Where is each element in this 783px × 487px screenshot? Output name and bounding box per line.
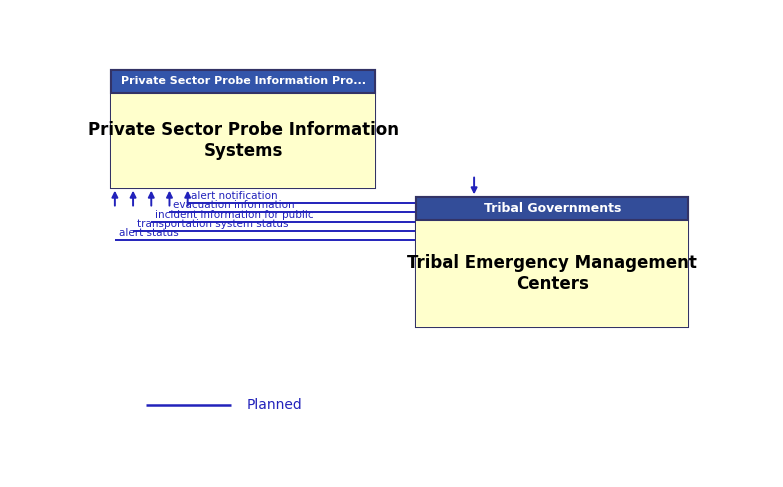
Bar: [111, 93, 375, 188]
Text: alert status: alert status: [118, 228, 179, 239]
Text: Tribal Governments: Tribal Governments: [484, 202, 621, 215]
Text: Private Sector Probe Information Pro...: Private Sector Probe Information Pro...: [121, 76, 366, 86]
Bar: [111, 70, 375, 93]
Bar: [417, 197, 688, 221]
Text: transportation system status: transportation system status: [137, 219, 288, 229]
Text: alert notification: alert notification: [191, 191, 278, 201]
Bar: [111, 70, 375, 188]
Text: Private Sector Probe Information
Systems: Private Sector Probe Information Systems: [88, 121, 399, 160]
Bar: [417, 197, 688, 327]
Text: Planned: Planned: [247, 398, 302, 412]
Text: Tribal Emergency Management
Centers: Tribal Emergency Management Centers: [407, 254, 698, 293]
Text: incident information for public: incident information for public: [155, 210, 313, 220]
Bar: [417, 221, 688, 327]
Text: evacuation information: evacuation information: [173, 200, 294, 210]
